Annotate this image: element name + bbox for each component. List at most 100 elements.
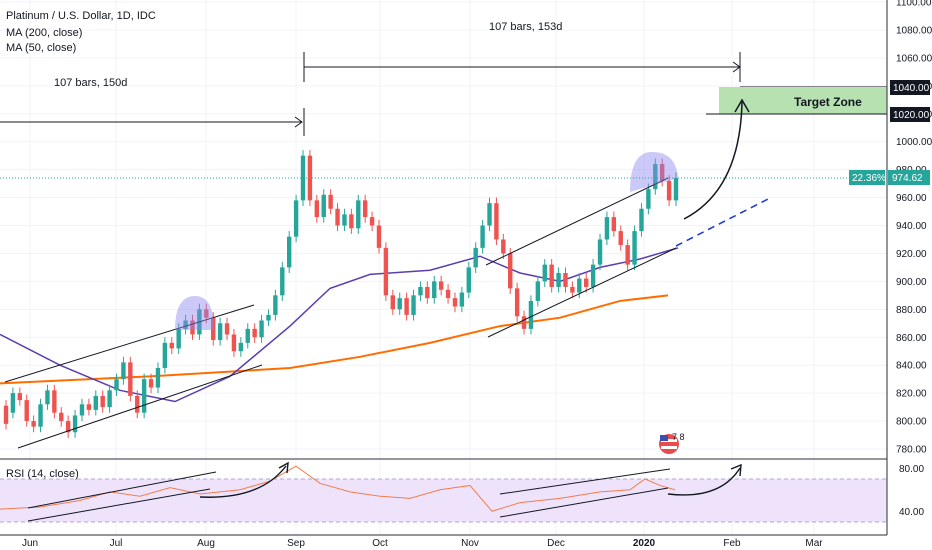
drawings — [0, 52, 887, 522]
time-tick-label: Oct — [372, 538, 388, 549]
badge-pct: 22.36% — [852, 173, 886, 184]
candle-body — [577, 278, 582, 293]
candle-body — [646, 189, 651, 209]
candle-body — [38, 404, 43, 427]
candle-body — [632, 231, 637, 265]
price-tick-label: 780.00 — [896, 445, 927, 456]
rsi-curve-arrow-right-head — [730, 463, 742, 477]
candle-body — [604, 217, 610, 240]
candle-body — [121, 362, 126, 380]
candle-body — [148, 379, 154, 388]
candle-body — [141, 379, 147, 413]
rsi-axis: 80.00 40.00 — [899, 464, 924, 518]
channel-left-upper — [4, 304, 255, 383]
candle-body — [79, 404, 85, 416]
candle-body — [238, 342, 244, 352]
rsi-channel-left-upper — [27, 471, 217, 509]
candle-body — [107, 390, 112, 408]
candle-body — [556, 272, 561, 287]
event-flag-icon[interactable]: 7 8 — [659, 432, 685, 454]
candle-body — [273, 295, 278, 315]
measure-left-arrow — [294, 116, 303, 128]
candle-body — [128, 362, 133, 396]
rsi-curve-arrow-left-head — [278, 461, 289, 474]
time-tick-label: Aug — [197, 538, 215, 549]
candle-body — [31, 421, 36, 427]
candle-body — [362, 200, 368, 218]
candle-body — [45, 390, 50, 405]
projection-line — [675, 196, 773, 247]
candle-body — [514, 288, 520, 317]
candle-body — [190, 320, 195, 335]
time-tick-label: Mar — [805, 538, 823, 549]
price-tick-label: 840.00 — [896, 361, 927, 372]
candle-body — [611, 217, 617, 232]
legend-ma200: MA (200, close) — [6, 27, 83, 39]
candle-body — [266, 314, 271, 321]
candle-body — [52, 390, 57, 413]
candle-body — [3, 405, 9, 424]
price-tick-label: 800.00 — [896, 417, 927, 428]
candle-body — [135, 395, 140, 413]
highlight-dome-right — [630, 152, 678, 192]
time-tick-label: Nov — [461, 538, 479, 549]
candle-body — [425, 286, 430, 299]
candle-body — [666, 180, 672, 201]
channel-right-upper — [485, 177, 669, 266]
ma200-line — [0, 294, 669, 385]
candle-body — [349, 214, 354, 229]
candle-body — [17, 393, 23, 401]
candle-body — [432, 281, 437, 299]
candle-body — [487, 203, 492, 226]
price-tick-label: 960.00 — [896, 193, 927, 204]
candle-body — [280, 267, 285, 296]
time-tick-label: Feb — [723, 538, 741, 549]
candle-body — [86, 404, 92, 410]
candle-body — [625, 245, 630, 265]
candle-body — [10, 393, 16, 413]
event-flag-label: 7 8 — [672, 432, 685, 442]
time-tick-label: Dec — [547, 538, 565, 549]
candle-body — [639, 208, 644, 232]
candle-body — [252, 328, 257, 338]
rsi-curve-arrow-left — [199, 465, 287, 498]
candle-body — [563, 272, 568, 287]
candle-body — [211, 317, 216, 341]
candle-body — [72, 415, 78, 433]
candle-body — [584, 278, 589, 287]
time-tick-label: 2020 — [633, 538, 656, 549]
rsi-channel-right-lower — [499, 487, 669, 518]
candle-body — [459, 292, 465, 307]
candle-body — [528, 300, 534, 329]
candle-body — [480, 225, 485, 248]
price-tick-label: 900.00 — [896, 277, 927, 288]
candle-body — [542, 264, 547, 282]
candle-body — [659, 164, 665, 181]
rsi-tick-label: 80.00 — [899, 464, 924, 475]
badge-price-bg — [888, 170, 930, 185]
price-tick-label: 1000.00 — [896, 137, 932, 148]
candle-body — [293, 200, 299, 237]
candle-body — [404, 298, 409, 315]
candle-body — [494, 203, 499, 240]
candle-body — [328, 194, 333, 209]
candle-body — [314, 200, 320, 218]
ma50-line — [0, 247, 679, 403]
candle-body — [24, 400, 29, 422]
curve-arrow-target — [683, 101, 743, 220]
candle-body — [673, 178, 679, 201]
candle-body — [114, 379, 119, 391]
candle-body — [597, 239, 603, 265]
candle-body — [411, 295, 416, 315]
candle-body — [369, 217, 375, 226]
candle-body — [508, 253, 513, 289]
candle-body — [245, 328, 250, 343]
bars-label-left: 107 bars, 150d — [54, 77, 127, 89]
candle-body — [376, 225, 382, 248]
price-tick-label: 880.00 — [896, 305, 927, 316]
badge-1040: 1040.00 — [893, 83, 930, 94]
rsi-curve-arrow-right — [667, 467, 741, 496]
candle-body — [356, 200, 361, 229]
candle-body — [162, 342, 168, 368]
